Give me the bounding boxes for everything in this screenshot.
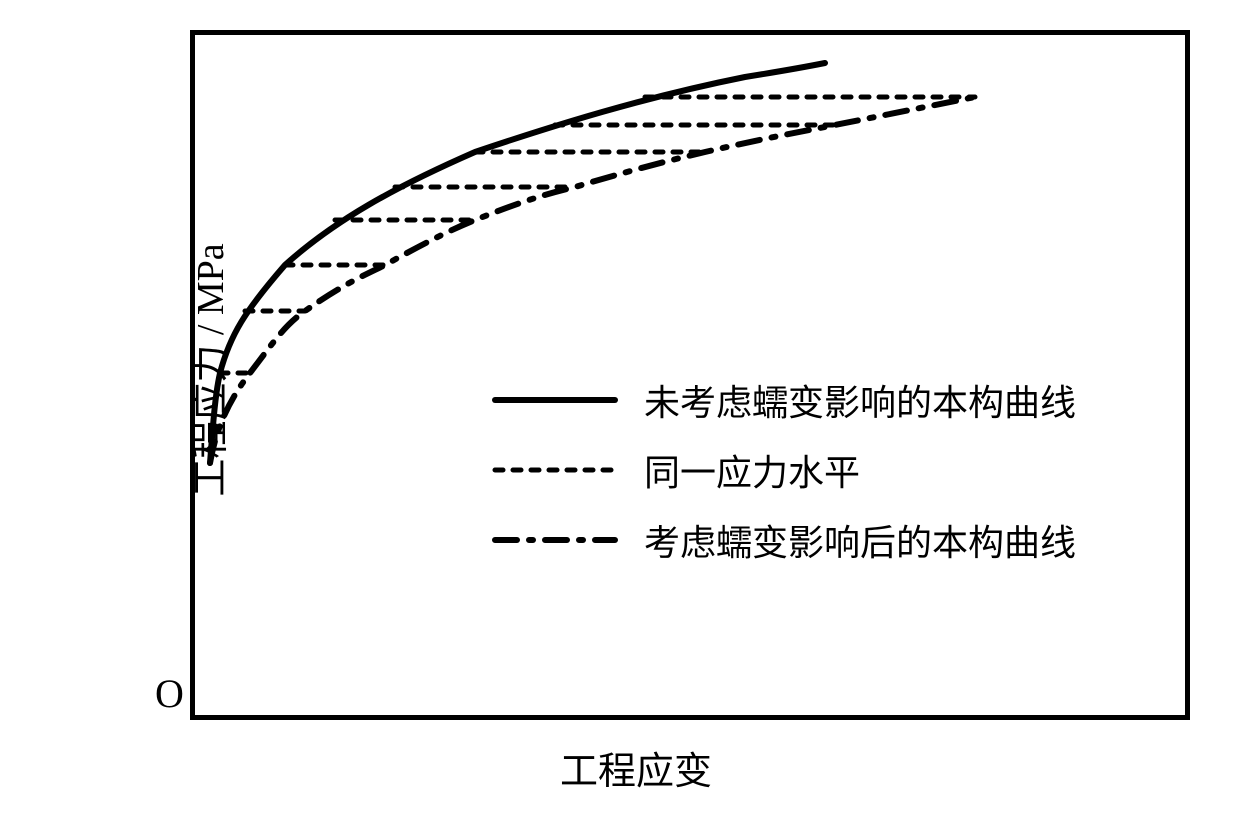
- legend-row-same-stress: 同一应力水平: [490, 450, 1076, 490]
- legend-row-without-creep: 未考虑蠕变影响的本构曲线: [490, 380, 1076, 420]
- legend-label: 同一应力水平: [644, 444, 860, 496]
- legend-swatch-solid: [490, 380, 620, 420]
- legend-row-with-creep: 考虑蠕变影响后的本构曲线: [490, 520, 1076, 560]
- legend-swatch-dotted: [490, 450, 620, 490]
- chart-container: 工程应力 / MPa O 工程应变: [60, 20, 1220, 800]
- origin-label: O: [155, 670, 184, 717]
- legend-label: 未考虑蠕变影响的本构曲线: [644, 374, 1076, 426]
- x-axis-label: 工程应变: [560, 740, 712, 795]
- stress-level-segments: [220, 97, 975, 373]
- legend: 未考虑蠕变影响的本构曲线 同一应力水平 考虑蠕变影响后的本构曲线: [490, 380, 1076, 590]
- legend-label: 考虑蠕变影响后的本构曲线: [644, 514, 1076, 566]
- legend-swatch-dashdot: [490, 520, 620, 560]
